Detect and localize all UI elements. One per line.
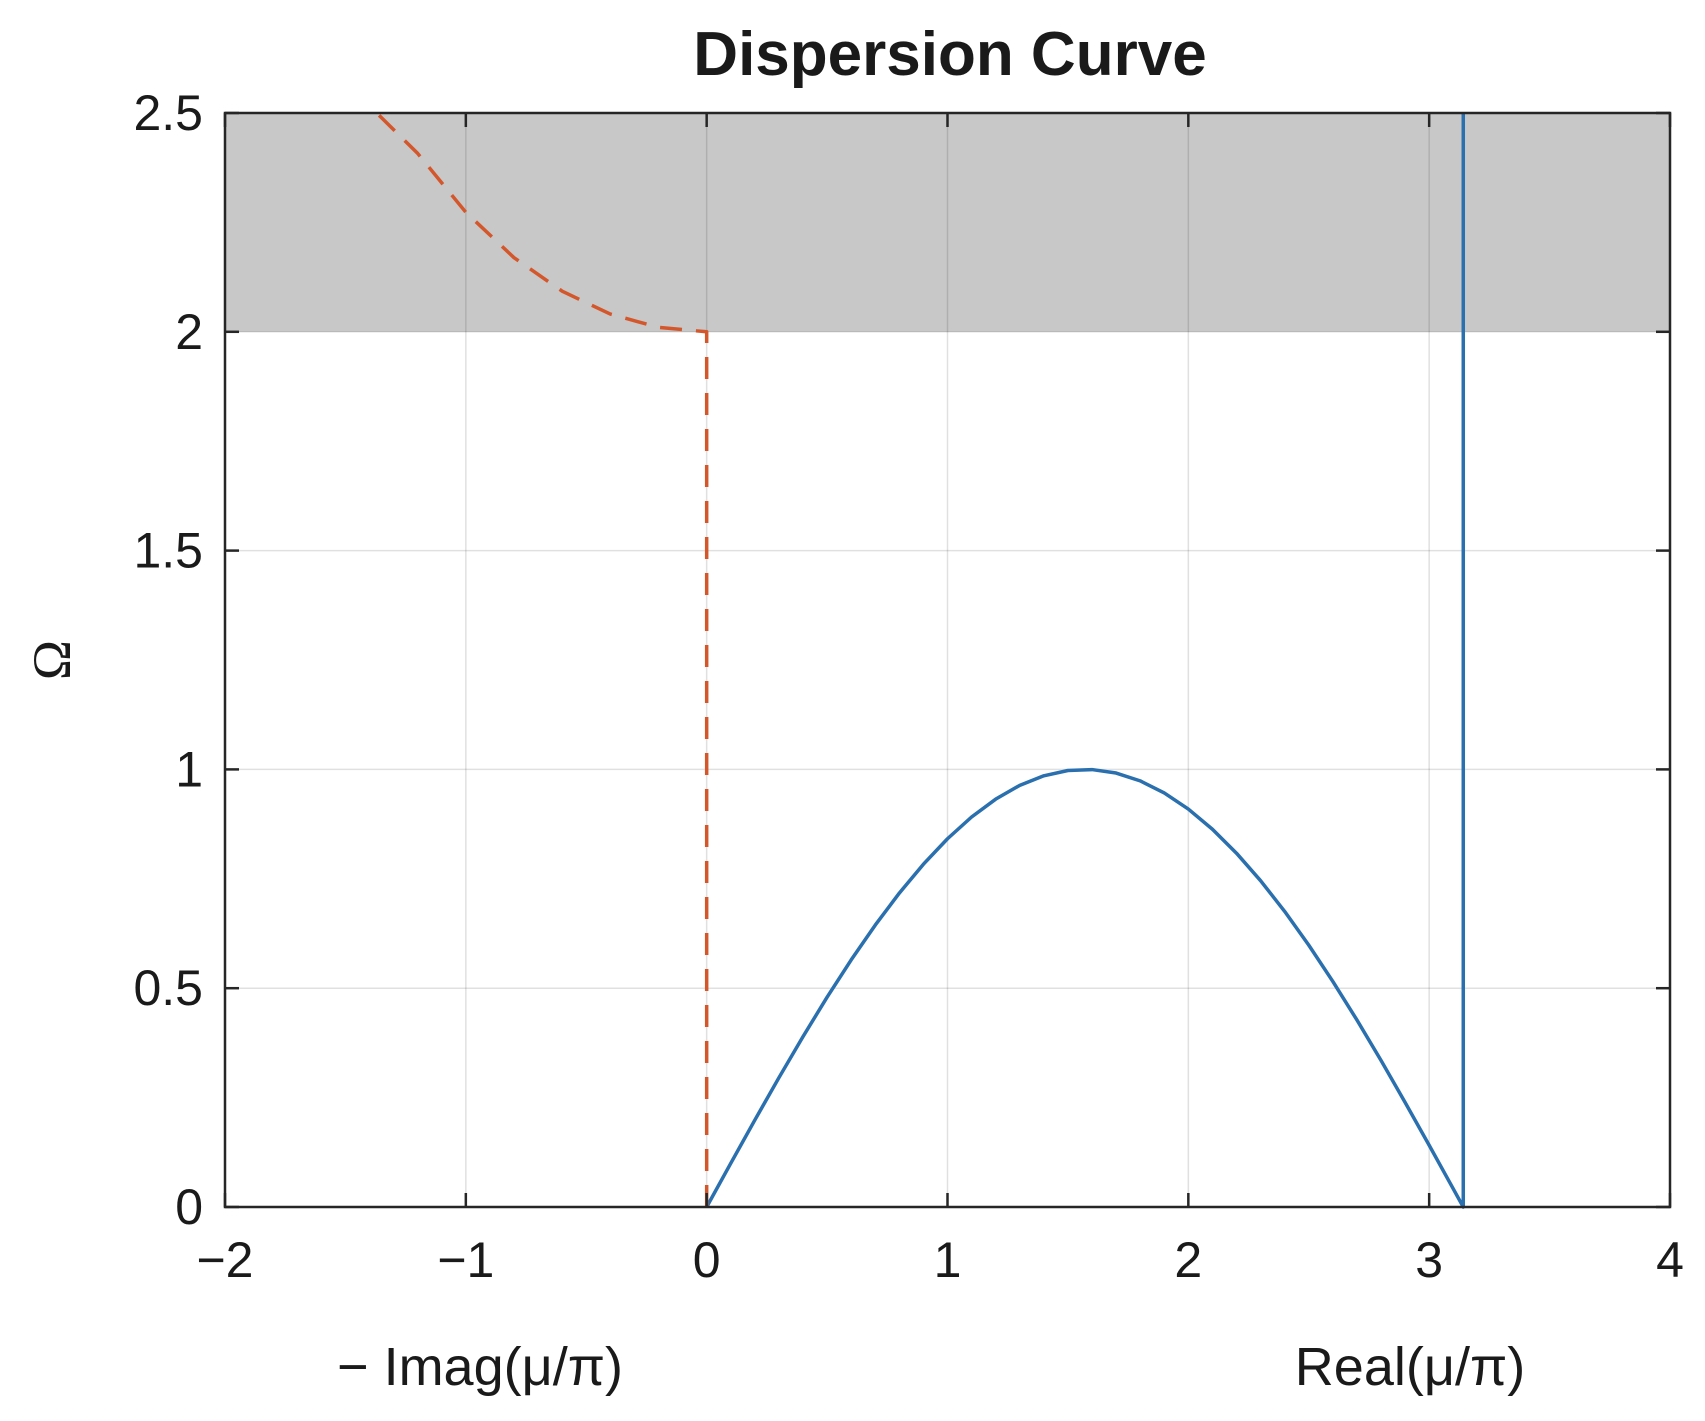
chart-title: Dispersion Curve	[693, 20, 1206, 89]
x-tick-label-6: 4	[1656, 1232, 1684, 1288]
x-tick-label-0: −2	[196, 1232, 253, 1288]
x-tick-label-5: 3	[1415, 1232, 1443, 1288]
series-line-real	[705, 113, 1466, 1209]
x-tick-label-4: 2	[1174, 1232, 1202, 1288]
y-tick-label-0: 0	[175, 1179, 203, 1235]
shaded-region	[225, 113, 1670, 332]
series-line-imag	[375, 111, 709, 1207]
x-axis-label-imag: − Imag(μ/π)	[337, 1337, 623, 1397]
x-axis-label-real: Real(μ/π)	[1295, 1337, 1525, 1397]
y-tick-label-3: 1.5	[133, 523, 203, 579]
x-tick-label-1: −1	[437, 1232, 494, 1288]
y-tick-label-2: 1	[175, 741, 203, 797]
y-axis-label: Ω	[22, 640, 82, 680]
x-tick-label-2: 0	[693, 1232, 721, 1288]
y-tick-label-4: 2	[175, 304, 203, 360]
y-tick-label-1: 0.5	[133, 960, 203, 1016]
plot-area: −2 −1 0 1 2 3 4 0 0.5 1 1.5 2 2.5	[133, 85, 1683, 1288]
y-tick-label-5: 2.5	[133, 85, 203, 141]
x-tick-label-3: 1	[934, 1232, 962, 1288]
